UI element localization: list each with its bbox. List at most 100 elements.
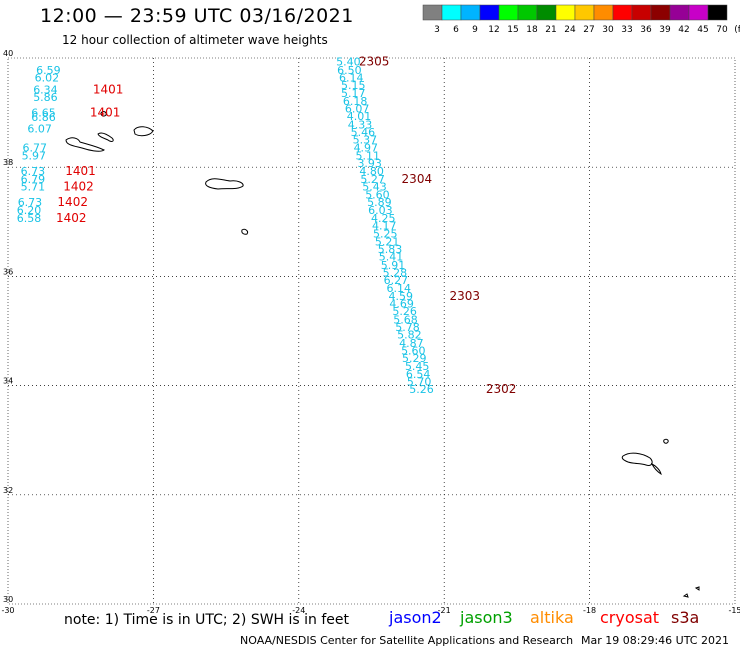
swh-value: 5.70 bbox=[407, 376, 432, 389]
track-time-label: 1401 bbox=[65, 164, 96, 178]
track-time-label: 2304 bbox=[402, 172, 433, 186]
track-time-label: 2302 bbox=[486, 382, 517, 396]
swh-value: 6.07 bbox=[345, 103, 370, 116]
satellite-s3a: s3a bbox=[671, 608, 700, 627]
scale-label: 70 bbox=[716, 25, 728, 35]
swh-value: 5.26 bbox=[392, 305, 417, 318]
x-tick-label: -30 bbox=[1, 606, 14, 615]
track-time-label: 2303 bbox=[450, 289, 481, 303]
swh-value: 4.25 bbox=[371, 212, 396, 225]
swh-value: 5.60 bbox=[365, 188, 390, 201]
island-outline bbox=[205, 178, 244, 190]
swh-value: 5.37 bbox=[353, 134, 378, 147]
satellite-altika: altika bbox=[530, 608, 574, 627]
y-tick-label: 34 bbox=[3, 377, 13, 386]
swh-value: 5.41 bbox=[379, 251, 404, 264]
swh-value: 5.86 bbox=[33, 91, 58, 104]
track-time-label: 2305 bbox=[359, 55, 390, 69]
map-frame bbox=[7, 57, 736, 605]
island-outline bbox=[694, 586, 700, 591]
scale-label: 6 bbox=[453, 25, 459, 35]
swh-value: 5.97 bbox=[22, 150, 47, 163]
swh-value: 5.40 bbox=[336, 56, 361, 69]
swh-value: 6.02 bbox=[35, 71, 60, 84]
x-tick-label: -27 bbox=[147, 606, 160, 615]
swh-value: 4.87 bbox=[399, 337, 424, 350]
credit-timestamp: Mar 19 08:29:46 UTC 2021 bbox=[581, 634, 729, 647]
scale-label: 27 bbox=[583, 25, 594, 35]
scale-label: 36 bbox=[640, 25, 652, 35]
swh-value: 5.71 bbox=[21, 181, 46, 194]
swh-value: 4.97 bbox=[354, 141, 379, 154]
swh-value: 6.18 bbox=[343, 95, 368, 108]
footer-note: note: 1) Time is in UTC; 2) SWH is in fe… bbox=[64, 612, 350, 628]
x-tick-label: -18 bbox=[583, 606, 596, 615]
swh-value: 6.27 bbox=[384, 274, 409, 287]
swh-value: 6.73 bbox=[21, 165, 46, 178]
scale-label: 39 bbox=[659, 25, 671, 35]
swh-value: 6.79 bbox=[21, 173, 46, 186]
swh-value: 5.68 bbox=[393, 313, 418, 326]
swh-value: 5.60 bbox=[401, 344, 426, 357]
satellite-cryosat: cryosat bbox=[600, 608, 660, 627]
y-tick-label: 36 bbox=[3, 267, 13, 276]
swh-value: 6.03 bbox=[368, 204, 393, 217]
swh-value: 5.28 bbox=[383, 266, 408, 279]
scale-label: 12 bbox=[488, 25, 499, 35]
x-tick-label: -24 bbox=[292, 606, 305, 615]
swh-value: 5.17 bbox=[341, 87, 366, 100]
track-time-label: 1401 bbox=[93, 82, 124, 96]
swh-value: 5.46 bbox=[351, 126, 376, 139]
swh-value: 5.25 bbox=[373, 228, 398, 241]
swh-value: 5.78 bbox=[395, 321, 420, 334]
swh-value: 6.58 bbox=[17, 212, 42, 225]
swh-value: 4.33 bbox=[348, 118, 373, 131]
track-time-label: 1402 bbox=[63, 180, 94, 194]
swh-value: 4.69 bbox=[389, 298, 414, 311]
scale-label: 18 bbox=[526, 25, 538, 35]
y-tick-label: 38 bbox=[3, 158, 13, 167]
page-title: 12:00 — 23:59 UTC 03/16/2021 bbox=[40, 5, 354, 27]
swh-value: 5.11 bbox=[356, 150, 381, 163]
island-outline bbox=[100, 111, 107, 117]
scale-label: 45 bbox=[697, 25, 708, 35]
island-outline bbox=[663, 438, 669, 444]
y-tick-label: 40 bbox=[3, 49, 13, 58]
swh-value: 5.82 bbox=[397, 329, 422, 342]
satellite-jason2: jason2 bbox=[389, 608, 442, 627]
x-tick-label: -15 bbox=[728, 606, 740, 615]
swh-value: 5.83 bbox=[378, 243, 403, 256]
satellite-jason3: jason3 bbox=[460, 608, 513, 627]
island-outline bbox=[650, 462, 662, 476]
scale-swatch bbox=[707, 4, 728, 21]
swh-value: 6.54 bbox=[406, 368, 431, 381]
island-outline bbox=[97, 132, 114, 142]
swh-value: 6.20 bbox=[17, 204, 42, 217]
swh-value: 6.86 bbox=[31, 111, 56, 124]
swh-value: 5.91 bbox=[381, 259, 406, 272]
page-subtitle: 12 hour collection of altimeter wave hei… bbox=[62, 33, 328, 47]
swh-value: 5.15 bbox=[341, 79, 366, 92]
swh-value: 4.80 bbox=[359, 165, 384, 178]
swh-value: 6.59 bbox=[36, 64, 61, 77]
swh-value: 6.14 bbox=[387, 282, 412, 295]
island-outline bbox=[682, 593, 689, 598]
track-time-label: 1402 bbox=[56, 211, 87, 225]
scale-label: 21 bbox=[545, 25, 556, 35]
scale-label: 33 bbox=[621, 25, 632, 35]
swh-value: 5.21 bbox=[375, 235, 400, 248]
swh-value: 4.59 bbox=[388, 290, 413, 303]
swh-value: 6.34 bbox=[33, 83, 58, 96]
island-outline bbox=[65, 137, 105, 152]
swh-value: 5.43 bbox=[362, 181, 387, 194]
scale-label: 24 bbox=[564, 25, 576, 35]
scale-label: (ft) bbox=[734, 25, 740, 35]
swh-value: 6.77 bbox=[23, 141, 48, 154]
scale-label: 42 bbox=[678, 25, 689, 35]
y-tick-label: 32 bbox=[3, 486, 13, 495]
x-tick-label: -21 bbox=[438, 606, 451, 615]
scale-label: 30 bbox=[602, 25, 614, 35]
swh-value: 5.89 bbox=[367, 196, 392, 209]
